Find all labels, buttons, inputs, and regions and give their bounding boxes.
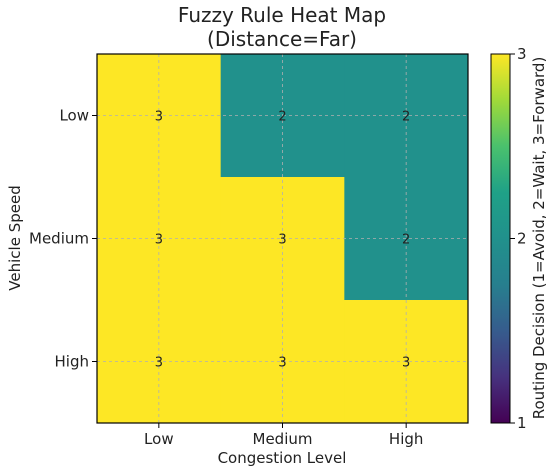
cell-value-label: 3: [402, 356, 410, 371]
x-tick-label: Low: [144, 430, 174, 448]
x-axis-label: Congestion Level: [218, 449, 347, 467]
cell-value-label: 3: [155, 356, 163, 371]
colorbar-label: Routing Decision (1=Avoid, 2=Wait, 3=For…: [530, 57, 548, 420]
y-axis-ticks: Low Medium High: [29, 107, 97, 371]
chart-title: Fuzzy Rule Heat Map: [178, 3, 386, 27]
y-axis-label: Vehicle Speed: [6, 185, 24, 290]
cell-value-label: 2: [278, 110, 286, 125]
y-tick-label: Medium: [29, 230, 89, 248]
cell-value-label: 3: [278, 356, 286, 371]
cell-value-label: 2: [402, 110, 410, 125]
colorbar: [490, 53, 511, 424]
grid-lines: [97, 54, 468, 423]
cell-labels: 3 2 2 3 3 2 3 3 3: [155, 110, 411, 371]
colorbar-tick-label: 3: [517, 45, 527, 63]
colorbar-tick-label: 2: [517, 230, 527, 248]
cell-value-label: 3: [155, 233, 163, 248]
x-axis-ticks: Low Medium High: [144, 423, 423, 448]
colorbar-tick-label: 1: [517, 414, 527, 432]
x-tick-label: Medium: [253, 430, 313, 448]
x-tick-label: High: [389, 430, 423, 448]
colorbar-ticks: 1 2 3: [510, 45, 527, 432]
cell-value-label: 3: [155, 110, 163, 125]
y-tick-label: High: [55, 353, 89, 371]
chart-subtitle: (Distance=Far): [207, 27, 357, 51]
cell-value-label: 3: [278, 233, 286, 248]
y-tick-label: Low: [59, 107, 89, 125]
cell-value-label: 2: [402, 233, 410, 248]
